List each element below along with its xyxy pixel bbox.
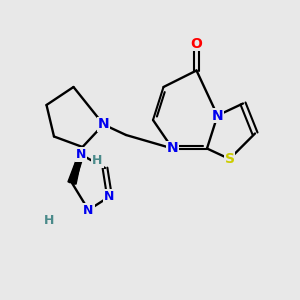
Polygon shape [68, 147, 84, 184]
Text: H: H [92, 154, 103, 167]
Text: N: N [83, 203, 94, 217]
Text: N: N [167, 142, 178, 155]
Text: O: O [190, 37, 202, 50]
Text: H: H [44, 214, 55, 227]
Text: N: N [104, 190, 115, 203]
Text: S: S [224, 152, 235, 166]
Text: N: N [76, 148, 86, 161]
Text: N: N [212, 109, 223, 122]
Text: N: N [98, 118, 109, 131]
